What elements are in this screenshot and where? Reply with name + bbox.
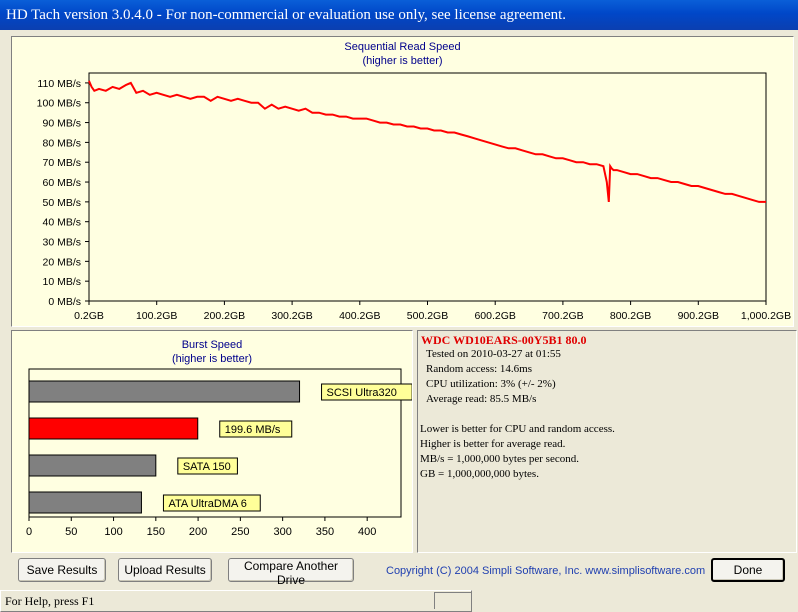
burst-bar xyxy=(28,491,142,514)
x-tick-label: 200.2GB xyxy=(204,310,245,322)
x-tick-label: 0 xyxy=(26,526,32,538)
burst-bar xyxy=(28,417,199,440)
burst-bar xyxy=(28,454,157,477)
status-text: For Help, press F1 xyxy=(5,594,95,608)
average-read-text: Average read: 85.5 MB/s xyxy=(426,393,537,405)
y-tick-label: 50 MB/s xyxy=(42,197,81,209)
bar-label-box xyxy=(219,420,293,438)
sequential-read-chart: Sequential Read Speed (higher is better)… xyxy=(11,36,794,327)
bar-label: SATA 150 xyxy=(183,461,231,473)
bar-label-box xyxy=(177,457,238,475)
plot-frame xyxy=(28,368,402,518)
sequential-read-title: Sequential Read Speed xyxy=(344,41,461,53)
sequential-read-plot: 0 MB/s 10 MB/s 20 MB/s 30 MB/s 40 MB/s 50 MB/… xyxy=(37,72,791,322)
bar-label: ATA UltraDMA 6 xyxy=(168,498,246,510)
x-tick-label: 400 xyxy=(358,526,376,538)
title-bar[interactable]: HD Tach version 3.0.4.0 - For non-commer… xyxy=(0,0,798,30)
burst-bar xyxy=(28,380,301,403)
x-tick-label: 900.2GB xyxy=(678,310,719,322)
y-tick-label: 110 MB/s xyxy=(37,78,81,90)
x-tick-label: 500.2GB xyxy=(407,310,448,322)
y-tick-label: 70 MB/s xyxy=(42,157,81,169)
note-mbs-definition: MB/s = 1,000,000 bytes per second. xyxy=(420,453,579,465)
status-bar: For Help, press F1 xyxy=(0,590,472,612)
y-tick-label: 100 MB/s xyxy=(37,98,81,110)
y-tick-label: 30 MB/s xyxy=(42,237,81,249)
window-title: HD Tach version 3.0.4.0 - For non-commer… xyxy=(6,7,567,23)
done-button[interactable]: Done xyxy=(711,558,785,582)
save-results-button[interactable]: Save Results xyxy=(18,558,106,582)
bar-label-box xyxy=(321,383,412,401)
x-tick-label: 250 xyxy=(231,526,249,538)
x-tick-label: 350 xyxy=(316,526,334,538)
x-tick-label: 800.2GB xyxy=(610,310,651,322)
note-higher-better: Higher is better for average read. xyxy=(420,438,566,450)
y-tick-label: 60 MB/s xyxy=(42,177,81,189)
x-tick-label: 200 xyxy=(189,526,207,538)
x-tick-label: 1,000.2GB xyxy=(741,310,791,322)
y-tick-label: 40 MB/s xyxy=(42,217,81,229)
burst-speed-chart: Burst Speed (higher is better) 0 50 100 150… xyxy=(11,330,413,553)
y-tick-label: 80 MB/s xyxy=(42,137,81,149)
y-tick-label: 10 MB/s xyxy=(42,276,81,288)
x-tick-label: 300 xyxy=(273,526,291,538)
results-info-panel: WDC WD10EARS-00Y5B1 80.0 Tested on 2010-… xyxy=(417,330,797,553)
y-tick-label: 90 MB/s xyxy=(42,118,81,130)
drive-model: WDC WD10EARS-00Y5B1 80.0 xyxy=(421,333,587,347)
bar-label-box xyxy=(162,494,261,512)
x-tick-label: 700.2GB xyxy=(542,310,583,322)
burst-speed-subtitle: (higher is better) xyxy=(171,353,253,365)
compare-another-drive-button[interactable]: Compare Another Drive xyxy=(228,558,354,587)
note-gb-definition: GB = 1,000,000,000 bytes. xyxy=(420,468,539,480)
cpu-utilization-text: CPU utilization: 3% (+/- 2%) xyxy=(426,378,556,390)
tested-on-text: Tested on 2010-03-27 at 01:55 xyxy=(426,348,561,360)
x-tick-label: 600.2GB xyxy=(474,310,515,322)
x-tick-label: 0.2GB xyxy=(74,310,104,322)
note-lower-better: Lower is better for CPU and random acces… xyxy=(420,423,615,435)
y-tick-label: 20 MB/s xyxy=(42,256,81,268)
x-tick-label: 300.2GB xyxy=(271,310,312,322)
x-tick-label: 100.2GB xyxy=(136,310,177,322)
upload-results-button[interactable]: Upload Results xyxy=(118,558,212,582)
x-tick-label: 50 xyxy=(65,526,77,538)
plot-frame xyxy=(88,72,767,302)
x-tick-label: 150 xyxy=(147,526,165,538)
bar-label: 199.6 MB/s xyxy=(225,424,281,436)
bar-label: SCSI Ultra320 xyxy=(327,387,397,399)
sequential-read-subtitle: (higher is better) xyxy=(362,55,443,67)
random-access-text: Random access: 14.6ms xyxy=(426,363,533,375)
y-tick-label: 0 MB/s xyxy=(48,296,81,308)
burst-speed-title: Burst Speed xyxy=(181,339,243,351)
read-speed-line xyxy=(88,80,766,203)
x-tick-label: 100 xyxy=(104,526,122,538)
copyright-link[interactable]: Copyright (C) 2004 Simpli Software, Inc.… xyxy=(386,565,706,577)
x-tick-label: 400.2GB xyxy=(339,310,380,322)
status-pane xyxy=(434,592,471,609)
burst-speed-plot: 0 50 100 150 200 250 300 350 400 SCSI Ultra320 199… xyxy=(26,368,412,538)
